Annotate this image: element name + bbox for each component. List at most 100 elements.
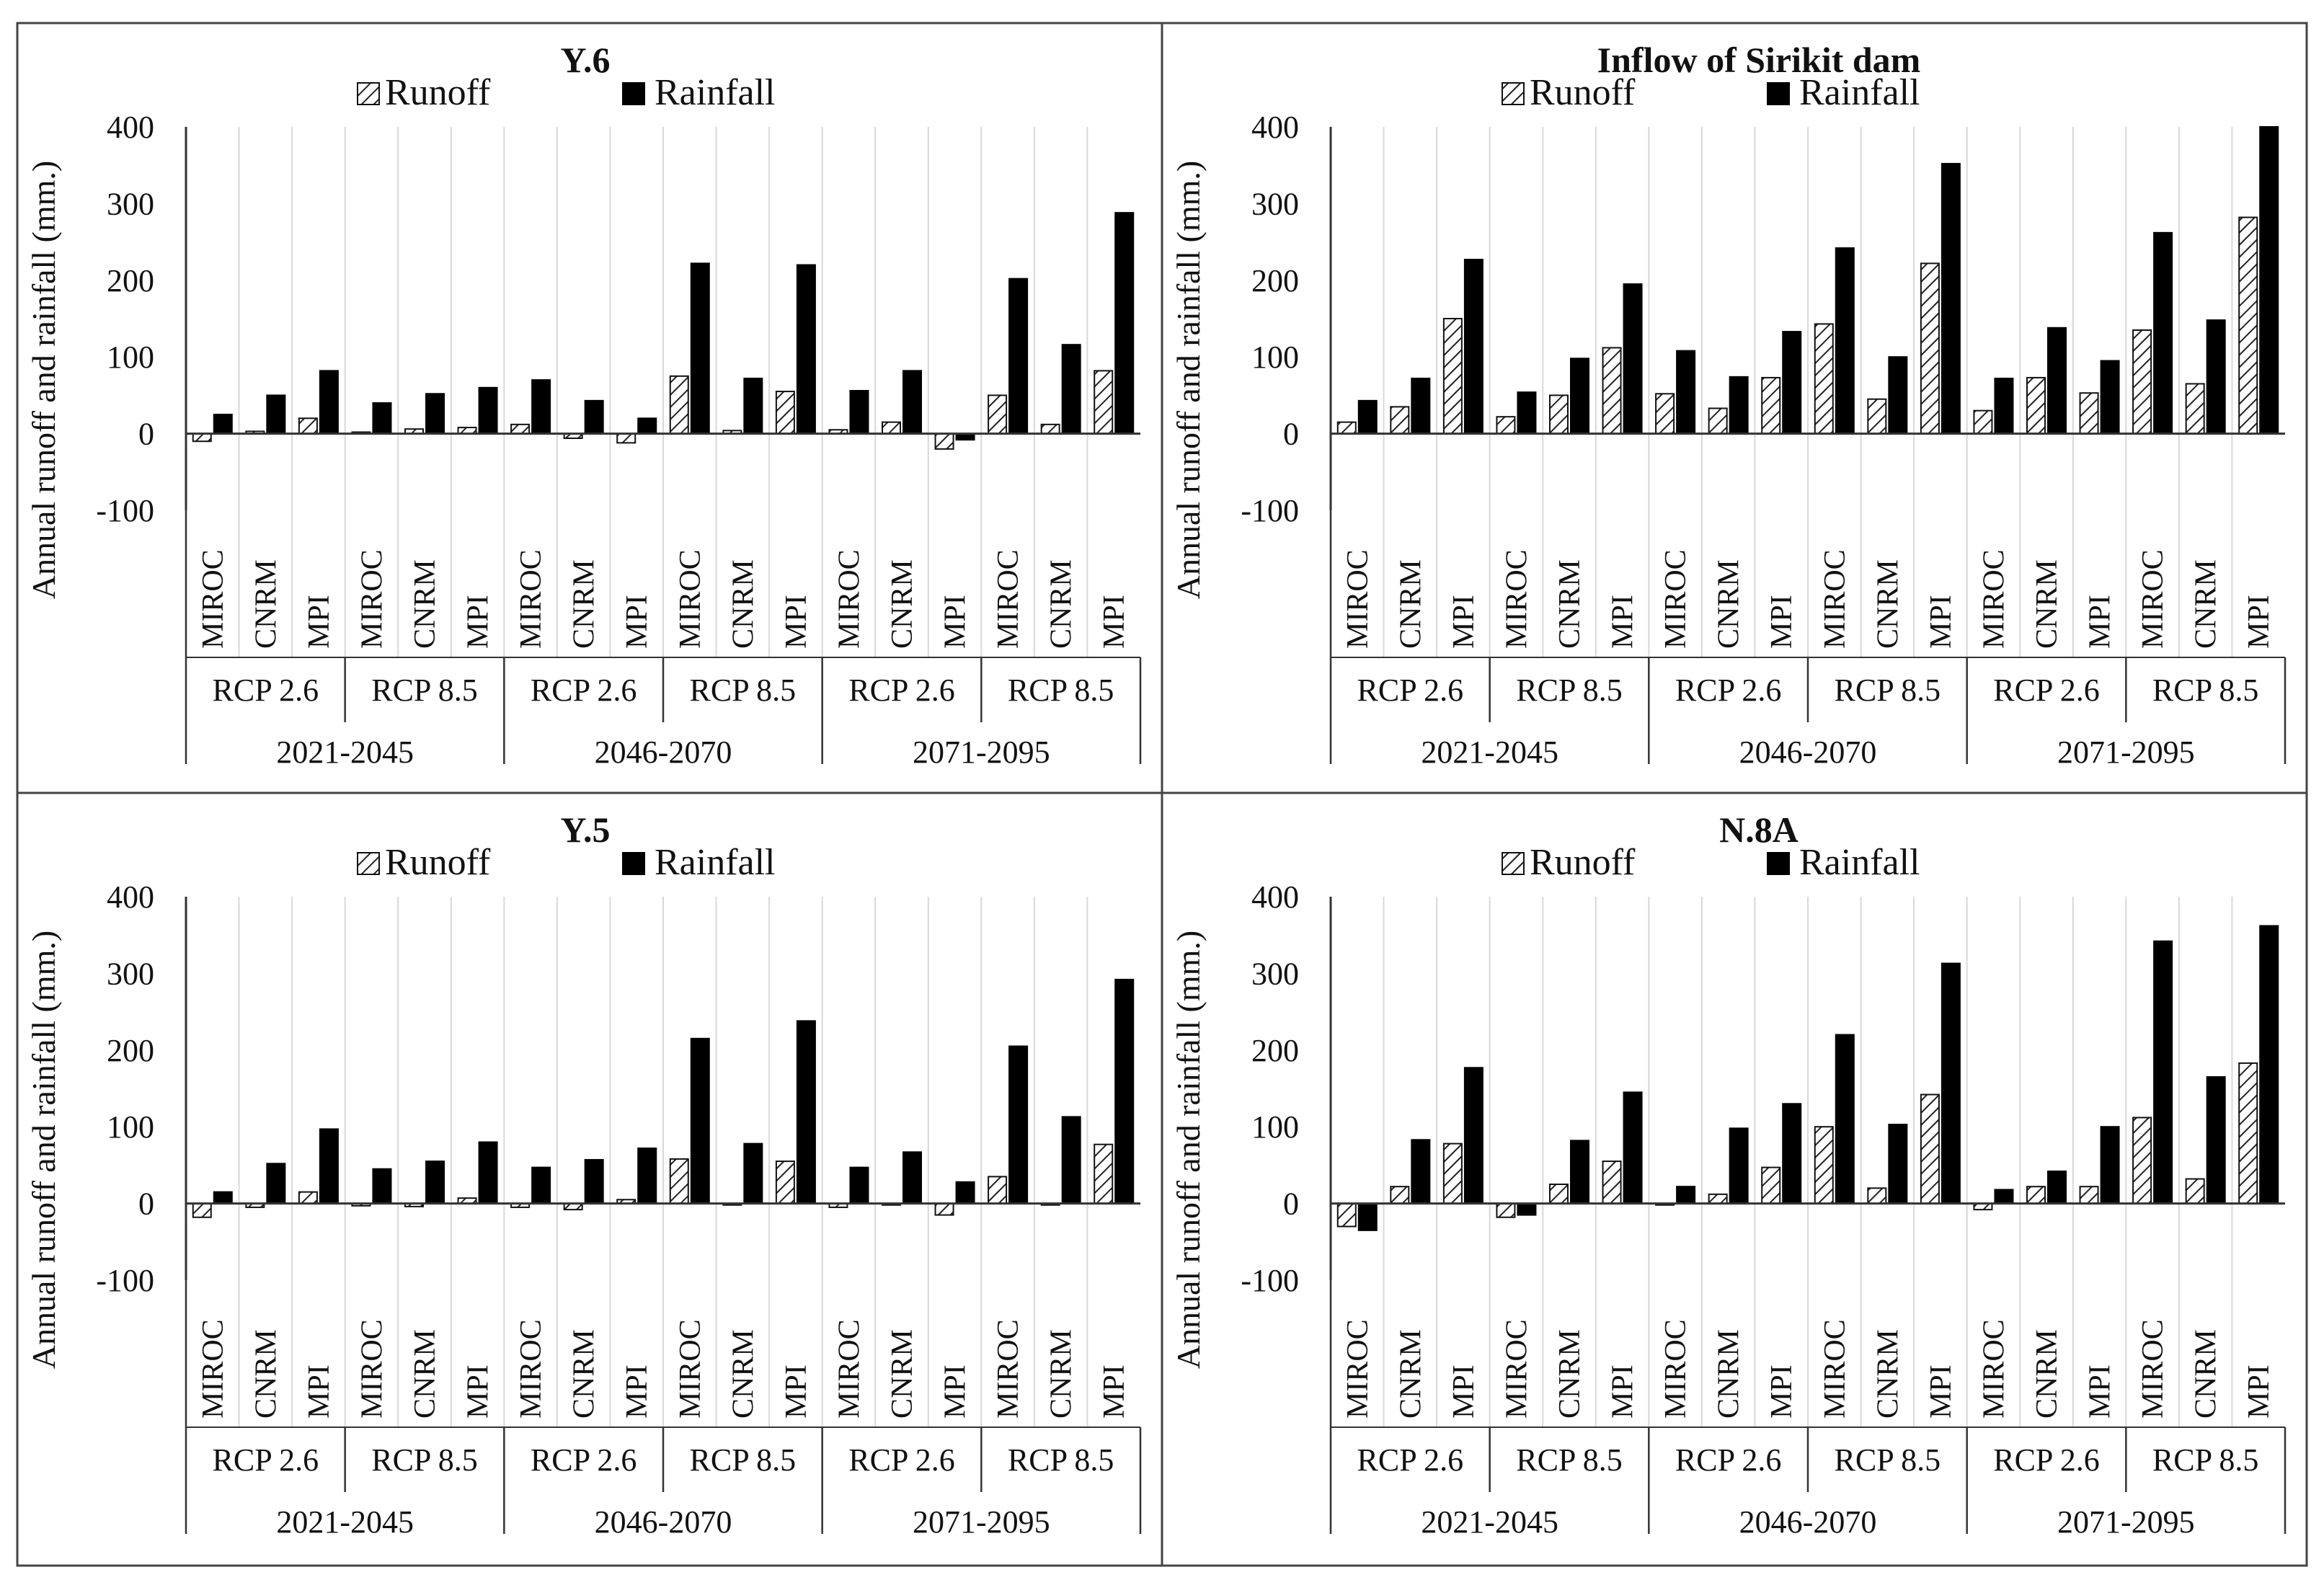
legend-label-rainfall: Rainfall [1799, 72, 1920, 113]
rainfall-bar [1570, 1140, 1590, 1204]
category-label: CNRM [727, 559, 760, 649]
chart-title: Y.6 [560, 40, 610, 80]
runoff-bar [1814, 323, 1834, 435]
category-label: CNRM [2190, 559, 2223, 649]
rainfall-bar [849, 390, 869, 435]
rainfall-bar [2259, 126, 2279, 435]
chart-panel-3: Y.5 Annual runoff and rainfall (mm.) -100 0… [25, 809, 1142, 1540]
rainfall-bar [1941, 163, 1961, 435]
rainfall-bar [319, 1128, 339, 1204]
scenario-label: RCP 2.6 [1993, 673, 2100, 708]
runoff-bar [298, 1191, 318, 1204]
y-tick-label: -100 [96, 493, 154, 528]
chart-title: N.8A [1719, 809, 1799, 850]
category-label: MPI [1925, 595, 1958, 649]
y-tick-label: 0 [138, 417, 154, 452]
rainfall-bar [2100, 360, 2120, 435]
scenario-label: RCP 2.6 [1357, 673, 1464, 708]
category-label: MPI [1447, 595, 1481, 649]
category-label: MIROC [1977, 1319, 2010, 1419]
category-label: MIROC [833, 1319, 866, 1419]
rainfall-bar [1114, 212, 1135, 435]
rainfall-bar [372, 402, 392, 435]
rainfall-bar [266, 1163, 286, 1204]
period-label: 2071-2095 [913, 1504, 1050, 1540]
runoff-bar [1040, 423, 1060, 435]
category-label: CNRM [2031, 559, 2064, 649]
category-label: CNRM [2031, 1329, 2064, 1419]
runoff-bar [1390, 1186, 1410, 1204]
legend-label-rainfall: Rainfall [655, 842, 776, 883]
rainfall-bar [2259, 925, 2279, 1204]
category-label: MPI [621, 595, 654, 649]
rainfall-bar [2206, 319, 2226, 435]
scenario-label: RCP 8.5 [1008, 1442, 1114, 1478]
chart-panel-1: Y.6 Annual runoff and rainfall (mm.) -100 0… [25, 40, 1142, 770]
runoff-bar [669, 375, 689, 435]
scenario-label: RCP 2.6 [531, 1442, 637, 1478]
scenario-label: RCP 2.6 [1993, 1442, 2100, 1478]
category-label: CNRM [1553, 1329, 1587, 1419]
rainfall-bar [743, 377, 763, 435]
category-label: MIROC [355, 549, 389, 649]
y-axis-label: Annual runoff and rainfall (mm.) [1170, 161, 1207, 599]
rainfall-bar [1357, 1202, 1378, 1231]
category-label: CNRM [1713, 1329, 1746, 1419]
runoff-bar [616, 432, 637, 444]
rainfall-bar [1994, 1189, 2014, 1204]
rainfall-bar [955, 1181, 975, 1204]
period-label: 2071-2095 [2057, 1504, 2195, 1540]
rainfall-bar [1888, 356, 1908, 435]
y-tick-label: 300 [1251, 186, 1299, 221]
rainfall-bar [2206, 1076, 2226, 1204]
rainfall-bar [1008, 278, 1029, 435]
rainfall-bar [1676, 350, 1696, 435]
rainfall-bar [372, 1168, 392, 1204]
period-label: 2021-2045 [276, 735, 414, 770]
rainfall-bar [1782, 331, 1802, 435]
category-label: CNRM [886, 1329, 919, 1419]
y-tick-label: 0 [1283, 417, 1299, 452]
figure-frame [16, 22, 2308, 1567]
category-label: MPI [1607, 595, 1640, 649]
y-tick-label: 400 [1251, 110, 1299, 145]
period-label: 2046-2070 [1739, 735, 1877, 770]
category-label: MIROC [1500, 549, 1533, 649]
y-tick-label: 300 [107, 956, 154, 991]
legend-label-rainfall: Rainfall [655, 72, 776, 113]
legend-swatch-runoff [1502, 852, 1525, 875]
runoff-bar [2026, 1186, 2046, 1204]
rainfall-bar [2100, 1126, 2120, 1204]
category-label: CNRM [727, 1329, 760, 1419]
category-label: MPI [621, 1365, 654, 1419]
scenario-label: RCP 8.5 [690, 673, 797, 708]
runoff-bar [1442, 1142, 1463, 1204]
rainfall-bar [1835, 1034, 1855, 1204]
runoff-bar [2238, 216, 2258, 435]
category-label: CNRM [1553, 559, 1587, 649]
runoff-bar [298, 417, 318, 435]
runoff-bar [1867, 398, 1887, 435]
rainfall-bar [531, 1166, 551, 1204]
category-label: MPI [1765, 595, 1799, 649]
runoff-bar [1708, 1193, 1728, 1204]
rainfall-bar [584, 399, 604, 435]
runoff-bar [988, 394, 1008, 435]
rainfall-bar [637, 417, 657, 435]
scenario-label: RCP 2.6 [1357, 1442, 1464, 1478]
scenario-label: RCP 8.5 [2152, 1442, 2259, 1478]
runoff-bar [1708, 407, 1728, 435]
rainfall-bar [2047, 1170, 2067, 1204]
category-label: MIROC [1341, 549, 1375, 649]
runoff-bar [1548, 394, 1569, 435]
category-label: MIROC [1500, 1319, 1533, 1419]
rainfall-bar [1008, 1045, 1029, 1204]
rainfall-bar [531, 379, 551, 435]
category-label: MPI [303, 595, 336, 649]
category-label: MPI [2084, 595, 2117, 649]
y-tick-label: 200 [1251, 1033, 1299, 1068]
y-tick-label: 300 [1251, 956, 1299, 991]
runoff-bar [2132, 1117, 2152, 1204]
rainfall-bar [425, 393, 445, 435]
